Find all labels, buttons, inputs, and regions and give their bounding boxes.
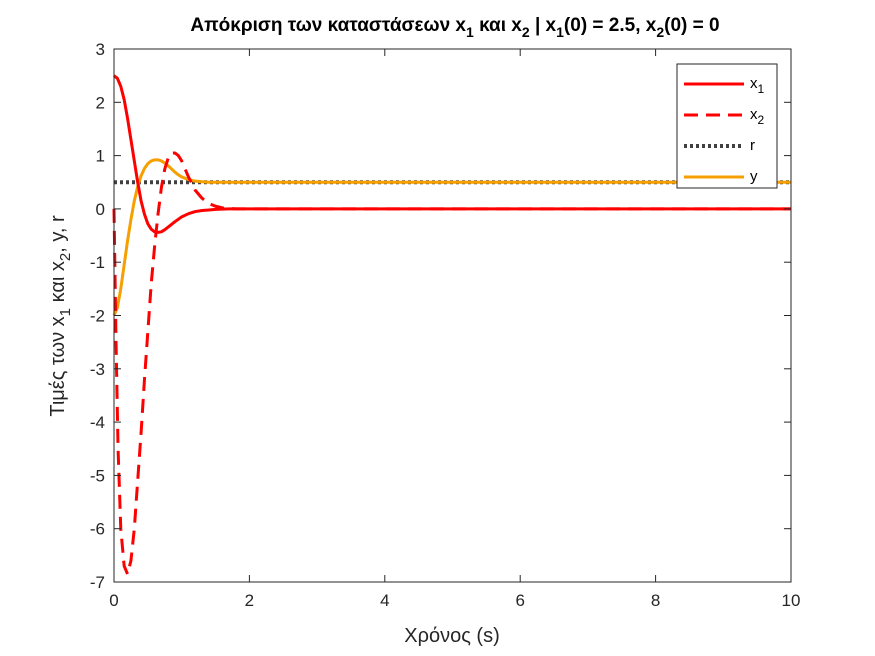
chart-title: Απόκριση των καταστάσεων x1 και x2 | x1(… [190,15,719,40]
legend-label-y: y [750,168,758,185]
y-axis-label: Τιμές των x1 και x2, y, r [47,215,74,417]
legend-label-x1: x1 [750,75,765,96]
legend-items: x1 x2 ry [684,75,765,185]
x-tick-label: 0 [109,591,118,610]
x-tick-label: 6 [515,591,524,610]
x-tick-label: 10 [782,591,801,610]
legend-label-x2: x2 [750,106,765,127]
x-tick-label: 8 [651,591,660,610]
series-line-x2 [112,151,791,576]
y-tick-label: -1 [90,253,105,272]
y-tick-label: 1 [96,147,105,166]
y-tick-label: -3 [90,360,105,379]
y-tick-label: 3 [96,40,105,59]
x-tick-label: 4 [380,591,389,610]
y-tick-label: -2 [90,307,105,326]
series-line-y [112,158,791,317]
series-line-x1 [113,74,791,234]
ticks-layer: 0 2 4 6 8 10 -7 -6 -5 -4 -3 -2 -1 0 1 2 3 [90,40,801,610]
y-tick-label: -5 [90,466,105,485]
x-axis-label: Χρόνος (s) [404,625,499,647]
y-tick-label: 0 [96,200,105,219]
y-tick-label: -4 [90,413,105,432]
y-tick-label: -6 [90,520,105,539]
y-tick-label: -7 [90,573,105,592]
legend: x1 x2 ry [676,63,778,189]
x-tick-label: 2 [245,591,254,610]
y-tick-label: 2 [96,93,105,112]
legend-label-r: r [750,137,755,154]
